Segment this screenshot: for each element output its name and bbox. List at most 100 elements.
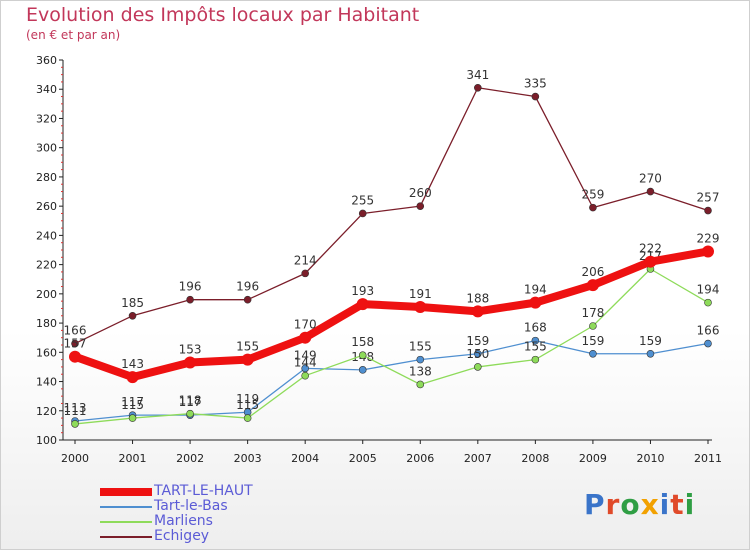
x-tick-label: 2006 [406, 452, 434, 465]
data-label: 155 [524, 340, 547, 354]
data-point [71, 420, 79, 428]
data-label: 117 [179, 395, 202, 409]
data-label: 194 [524, 283, 547, 297]
data-label: 196 [236, 280, 259, 294]
data-point [186, 295, 194, 304]
data-point [128, 414, 137, 422]
y-tick-label: 360 [36, 54, 57, 67]
y-tick-label: 340 [36, 83, 57, 96]
data-label: 168 [524, 321, 547, 335]
proxiti-logo: Proxiti [584, 488, 695, 521]
data-label: 222 [639, 242, 662, 256]
data-label: 166 [697, 324, 720, 338]
data-point [531, 336, 540, 345]
legend-label: TART-LE-HAUT [154, 483, 253, 499]
y-tick-label: 300 [36, 142, 57, 155]
x-tick-label: 2002 [176, 452, 204, 465]
data-label: 335 [524, 77, 547, 91]
legend-label: Echigey [154, 528, 210, 544]
legend-swatch [100, 520, 152, 523]
chart-title: Evolution des Impôts locaux par Habitant [26, 4, 420, 26]
data-point [474, 83, 482, 92]
data-point [356, 298, 369, 311]
data-label: 214 [294, 253, 317, 267]
data-label: 229 [697, 231, 720, 245]
legend-label: Marliens [154, 513, 213, 529]
y-tick-label: 160 [36, 346, 57, 359]
data-label: 196 [179, 280, 202, 294]
y-tick-label: 280 [36, 171, 57, 184]
logo-letter: i [684, 488, 696, 521]
x-tick-label: 2005 [349, 452, 377, 465]
data-point [358, 209, 367, 218]
legend-swatch [100, 487, 152, 496]
data-point [243, 295, 252, 304]
data-label: 159 [639, 334, 662, 348]
data-point [471, 305, 484, 318]
series-line-Echigey [74, 87, 709, 345]
data-point [531, 355, 540, 364]
data-point [126, 371, 139, 384]
data-point [414, 301, 427, 313]
data-label: 206 [581, 265, 604, 279]
data-point [646, 349, 655, 358]
data-label: 153 [179, 343, 202, 357]
x-tick-label: 2003 [234, 452, 262, 465]
data-label: 159 [581, 334, 604, 348]
data-label: 155 [409, 340, 432, 354]
data-point [71, 339, 79, 348]
data-point [241, 353, 254, 366]
logo-letter: P [584, 488, 606, 521]
data-label: 178 [581, 306, 604, 320]
data-label: 259 [581, 188, 604, 202]
data-point [704, 339, 712, 348]
x-tick-label: 2011 [694, 452, 722, 465]
x-tick-label: 2009 [579, 452, 607, 465]
x-tick-label: 2008 [521, 452, 549, 465]
data-label: 115 [236, 398, 259, 412]
legend-item: Echigey [100, 529, 253, 544]
legend-swatch [100, 535, 152, 538]
series-line-TART-LE-HAUT [71, 247, 712, 382]
y-tick-label: 320 [36, 112, 57, 125]
x-tick-label: 2001 [119, 452, 147, 465]
data-point [358, 366, 367, 374]
data-label: 194 [697, 283, 720, 297]
data-point [529, 296, 542, 309]
data-label: 255 [351, 193, 374, 207]
data-label: 191 [409, 287, 432, 301]
data-point [301, 364, 309, 373]
series-line-Tart-le-Bas [74, 339, 709, 422]
data-point [416, 355, 425, 364]
data-point [644, 255, 657, 268]
data-point [531, 92, 540, 101]
data-point [586, 279, 599, 292]
series-line-Marliens [74, 268, 709, 425]
data-label: 341 [466, 68, 489, 82]
data-point [702, 245, 714, 258]
data-label: 170 [294, 318, 317, 332]
data-label: 113 [64, 401, 87, 415]
data-label: 157 [64, 337, 87, 351]
y-tick-label: 200 [36, 288, 57, 301]
data-point [589, 349, 597, 358]
legend-item: Marliens [100, 514, 253, 529]
data-point [474, 363, 482, 371]
data-label: 143 [121, 357, 144, 371]
data-label: 185 [121, 296, 144, 310]
data-point [299, 331, 312, 344]
data-point [416, 202, 425, 210]
x-tick-label: 2010 [636, 452, 664, 465]
data-label: 118 [179, 394, 202, 408]
data-label: 111 [64, 404, 87, 418]
logo-letter: o [620, 488, 641, 521]
legend-item: Tart-le-Bas [100, 499, 253, 514]
data-point [704, 206, 712, 215]
data-label: 158 [351, 335, 374, 349]
logo-letter: x [640, 488, 660, 521]
data-point [301, 269, 309, 278]
data-label: 138 [409, 364, 432, 378]
data-label: 270 [639, 172, 662, 186]
y-tick-label: 100 [36, 434, 57, 447]
